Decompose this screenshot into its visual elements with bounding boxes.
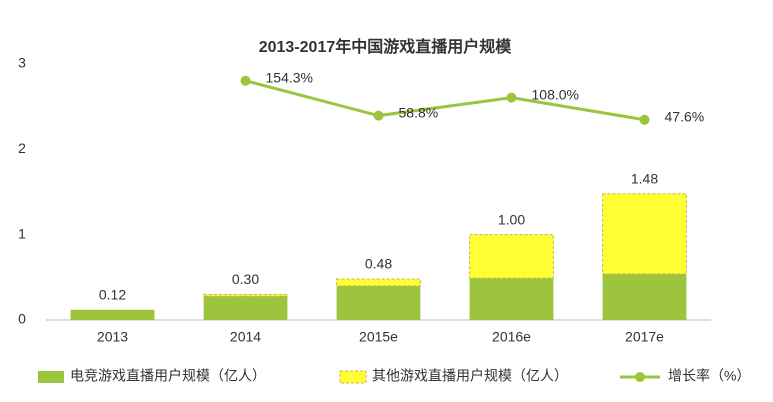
x-tick-label: 2017e	[625, 329, 664, 345]
y-tick-label: 0	[18, 311, 26, 327]
data-label: 108.0%	[532, 86, 579, 102]
line-point	[240, 75, 251, 86]
data-label: 58.8%	[399, 104, 439, 120]
bar	[469, 234, 554, 279]
chart-title: 2013-2017年中国游戏直播用户规模	[259, 37, 513, 56]
y-tick-label: 3	[18, 55, 26, 71]
x-tick-label: 2013	[97, 329, 128, 345]
total-label: 0.30	[232, 271, 259, 287]
total-label: 1.48	[631, 170, 658, 186]
data-label: 47.6%	[665, 108, 705, 124]
bar	[203, 296, 288, 320]
bar	[602, 273, 687, 320]
total-label: 0.48	[365, 256, 392, 272]
bar	[336, 278, 421, 287]
bar	[70, 309, 155, 320]
legend-swatch	[339, 370, 367, 384]
line-point	[373, 110, 384, 121]
data-label: 154.3%	[266, 69, 313, 85]
x-tick-label: 2015e	[359, 329, 398, 345]
bar	[203, 293, 288, 297]
bar	[602, 193, 687, 275]
legend-label: 增长率（%）	[668, 368, 750, 384]
y-tick-label: 2	[18, 140, 26, 156]
x-tick-label: 2014	[230, 329, 261, 345]
total-label: 0.12	[99, 286, 126, 302]
line-point	[639, 114, 650, 125]
legend-swatch	[38, 371, 64, 383]
bar	[336, 285, 421, 320]
legend-label: 电竞游戏直播用户规模（亿人）	[70, 368, 266, 384]
legend-label: 其他游戏直播用户规模（亿人）	[372, 368, 568, 384]
x-tick-label: 2016e	[492, 329, 531, 345]
legend-swatch	[635, 372, 645, 382]
total-label: 1.00	[498, 211, 525, 227]
y-tick-label: 1	[18, 225, 26, 241]
line	[245, 79, 645, 122]
bar	[469, 278, 554, 320]
line-point	[506, 92, 517, 103]
